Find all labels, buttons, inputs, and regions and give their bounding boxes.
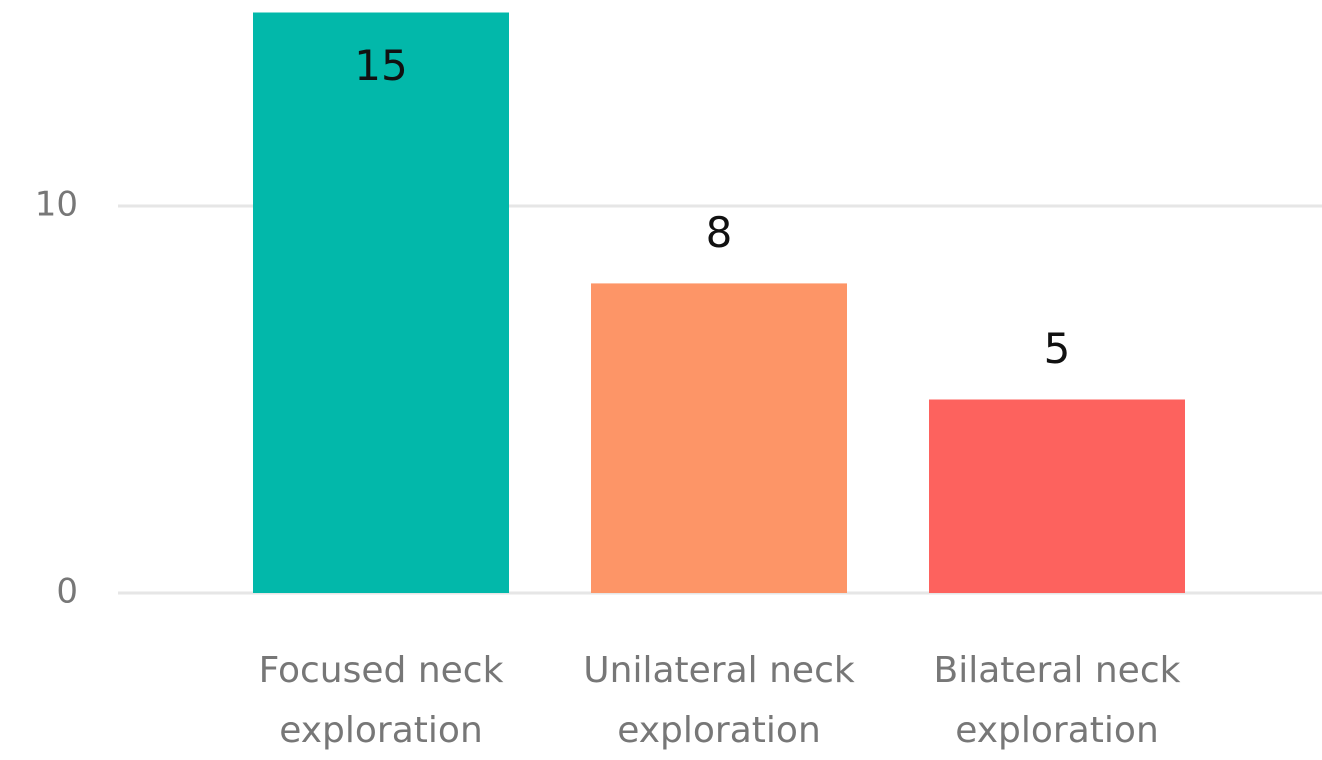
x-tick-label: Focused neck exploration bbox=[258, 650, 504, 751]
x-tick-label: Bilateral neck exploration bbox=[933, 650, 1181, 751]
data-label: 5 bbox=[1044, 324, 1071, 373]
bar bbox=[591, 283, 847, 593]
bar bbox=[253, 12, 509, 593]
bar bbox=[929, 399, 1185, 593]
data-label: 15 bbox=[354, 41, 407, 90]
y-tick-label: 0 bbox=[56, 572, 78, 612]
x-tick-label: Unilateral neck exploration bbox=[583, 650, 855, 751]
y-tick-label: 10 bbox=[35, 185, 78, 225]
data-label: 8 bbox=[706, 208, 733, 257]
